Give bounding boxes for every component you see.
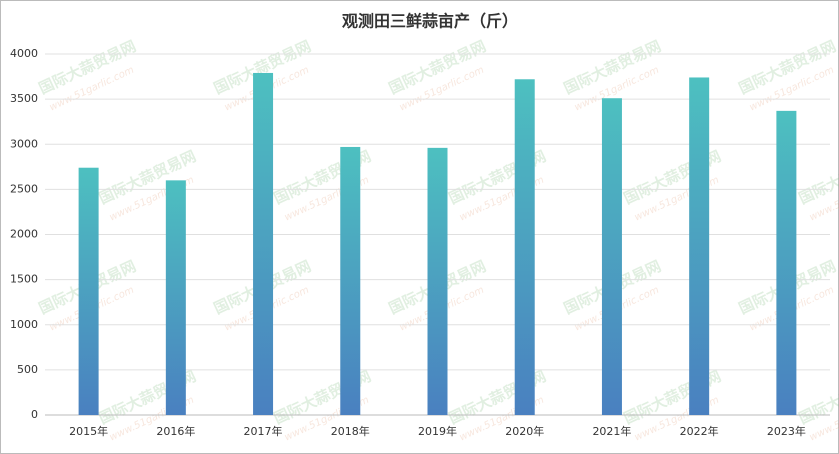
bar — [253, 72, 274, 415]
y-tick-label: 2000 — [10, 228, 38, 241]
bar — [427, 147, 448, 416]
y-tick-label: 500 — [17, 363, 38, 376]
x-tick-label: 2023年 — [767, 424, 806, 438]
x-tick-label: 2021年 — [592, 424, 631, 438]
y-tick-label: 2500 — [10, 182, 38, 195]
x-tick-label: 2019年 — [418, 424, 457, 438]
x-tick-label: 2018年 — [331, 424, 370, 438]
bar — [689, 77, 710, 415]
bar — [514, 79, 535, 416]
x-tick-label: 2016年 — [156, 424, 195, 438]
chart-title: 观测田三鲜蒜亩产（斤） — [342, 12, 518, 31]
y-tick-label: 3000 — [10, 137, 38, 150]
bar — [340, 146, 361, 415]
bar — [78, 167, 99, 415]
x-tick-label: 2017年 — [244, 424, 283, 438]
y-tick-label: 0 — [31, 408, 38, 421]
y-tick-label: 1000 — [10, 318, 38, 331]
x-tick-label: 2020年 — [505, 424, 544, 438]
y-tick-label: 4000 — [10, 47, 38, 60]
y-tick-label: 1500 — [10, 273, 38, 286]
x-tick-label: 2022年 — [680, 424, 719, 438]
bar — [601, 98, 622, 415]
bar — [165, 180, 186, 415]
x-tick-label: 2015年 — [69, 424, 108, 438]
bar — [776, 110, 797, 416]
y-tick-label: 3500 — [10, 92, 38, 105]
